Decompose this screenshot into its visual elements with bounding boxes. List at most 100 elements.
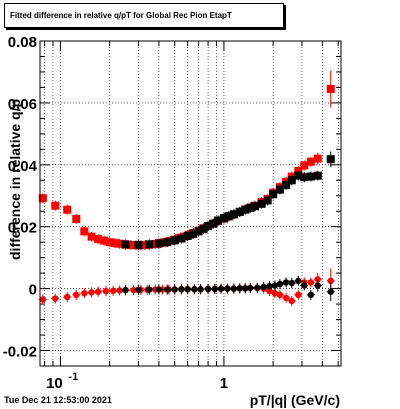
data-point [294, 171, 303, 180]
data-point [217, 285, 225, 292]
data-point [295, 291, 302, 299]
data-point [288, 279, 295, 287]
data-point [327, 277, 334, 285]
data-point [326, 84, 335, 93]
data-point [105, 238, 114, 247]
x-tick-label-exponent: -1 [68, 371, 78, 383]
data-point [73, 291, 80, 299]
data-point [229, 210, 238, 219]
data-point [164, 286, 171, 293]
data-point [121, 240, 130, 249]
data-point [39, 296, 46, 303]
data-point [214, 216, 223, 225]
data-point [287, 176, 296, 185]
data-point [80, 227, 89, 236]
data-point [266, 282, 273, 290]
data-point [242, 285, 249, 292]
data-point [88, 289, 95, 296]
data-point [197, 286, 204, 293]
y-tick-label: 0.02 [8, 220, 37, 237]
data-point [260, 283, 267, 291]
data-point [94, 235, 103, 244]
data-point [63, 205, 72, 214]
data-point [246, 203, 255, 212]
data-point [141, 240, 150, 249]
data-point [63, 293, 71, 301]
data-point [326, 155, 335, 164]
data-point [109, 287, 117, 294]
y-tick-label: -0.02 [3, 344, 37, 361]
data-point [115, 239, 124, 248]
data-point [254, 284, 261, 291]
data-point [209, 219, 218, 228]
data-point [300, 173, 309, 182]
data-layer [38, 70, 335, 306]
data-point [122, 286, 129, 294]
data-point [282, 279, 290, 286]
data-point [110, 239, 119, 248]
y-tick-label: 0.08 [8, 34, 37, 51]
data-point [313, 171, 322, 180]
data-point [146, 286, 153, 293]
data-point [224, 285, 231, 292]
data-series [121, 151, 335, 250]
data-point [52, 295, 59, 302]
x-tick-label: 1 [220, 375, 228, 392]
data-point [224, 212, 233, 221]
data-point [313, 154, 322, 163]
data-point [307, 291, 315, 299]
label-layer: -0.02 0 0.02 0.04 0.06 0.08 10 -1 1 [3, 34, 228, 392]
data-point [51, 201, 60, 210]
data-point [327, 288, 334, 295]
data-point [211, 285, 219, 293]
data-point [263, 196, 272, 205]
data-point [194, 227, 203, 236]
data-point [87, 232, 96, 241]
data-point [295, 277, 302, 285]
data-point [145, 240, 154, 249]
data-point [178, 286, 185, 293]
data-point [300, 161, 309, 170]
data-series [38, 70, 335, 251]
data-point [130, 286, 137, 294]
data-point [199, 224, 208, 233]
data-point [94, 288, 102, 295]
data-point [276, 280, 284, 288]
data-point [177, 234, 186, 243]
data-point [219, 214, 228, 223]
chart-title: Fitted difference in relative q/pT for G… [4, 3, 284, 28]
data-point [134, 240, 143, 249]
data-point [314, 282, 321, 289]
data-point [241, 205, 250, 214]
data-point [235, 207, 244, 216]
data-point [204, 285, 212, 293]
data-point [230, 285, 238, 292]
data-point [191, 286, 198, 293]
data-point [276, 291, 284, 299]
data-point [269, 190, 278, 199]
x-tick-label: 10 [46, 375, 63, 392]
tick-layer [40, 40, 341, 367]
timestamp: Tue Dec 21 12:53:00 2021 [4, 395, 112, 405]
data-point [306, 172, 315, 181]
data-point [204, 222, 213, 231]
data-point [288, 297, 295, 305]
data-point [282, 180, 291, 189]
data-point [170, 236, 179, 245]
plot-frame [39, 40, 342, 367]
data-point [163, 238, 172, 247]
data-point [154, 239, 163, 248]
data-point [251, 202, 260, 211]
data-point [301, 282, 308, 289]
data-point [275, 185, 284, 194]
data-point [171, 286, 178, 293]
data-point [126, 240, 135, 249]
data-point [282, 294, 290, 302]
data-point [81, 290, 88, 297]
data-point [314, 276, 321, 283]
y-tick-label: 0 [29, 282, 37, 299]
data-point [306, 157, 315, 166]
data-point [100, 236, 109, 245]
data-point [155, 286, 163, 293]
